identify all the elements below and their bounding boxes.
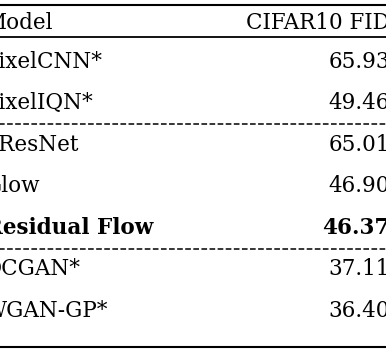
Text: 49.46: 49.46 [328,92,386,114]
Text: 46.90: 46.90 [328,175,386,197]
Text: 36.40: 36.40 [328,300,386,322]
Text: DCGAN*: DCGAN* [0,258,81,280]
Text: WGAN-GP*: WGAN-GP* [0,300,108,322]
Text: 65.93: 65.93 [328,51,386,73]
Text: i-ResNet: i-ResNet [0,134,79,156]
Text: Glow: Glow [0,175,40,197]
Text: 65.01: 65.01 [328,134,386,156]
Text: CIFAR10 FID: CIFAR10 FID [246,12,386,34]
Text: Residual Flow: Residual Flow [0,217,153,239]
Text: Model: Model [0,12,53,34]
Text: 37.11: 37.11 [328,258,386,280]
Text: 46.37: 46.37 [322,217,386,239]
Text: PixelCNN*: PixelCNN* [0,51,103,73]
Text: PixelIQN*: PixelIQN* [0,92,93,114]
